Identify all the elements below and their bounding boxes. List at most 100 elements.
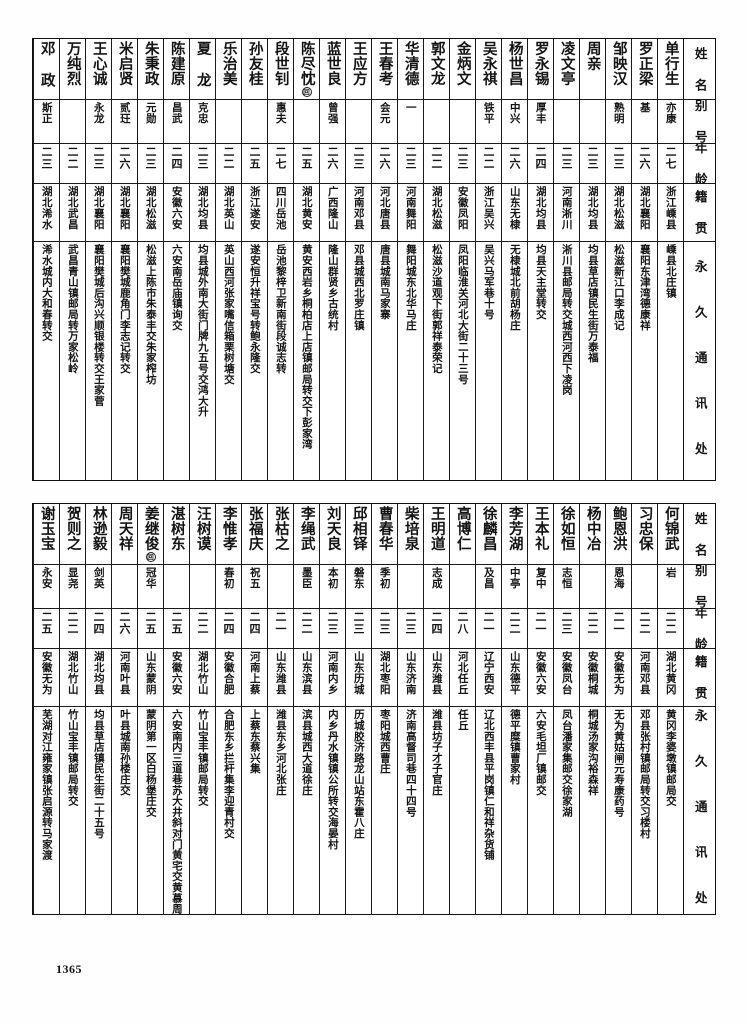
roster-entry-column[interactable]: 习忠保 二二 河南邓县 邓县张村镇邮局转交习楼村 bbox=[631, 504, 657, 914]
entry-origin-text: 河南邓县 bbox=[638, 651, 651, 695]
entry-name-cell: 汪树谟 bbox=[190, 504, 215, 564]
roster-entry-column[interactable]: 湛树东 二五 安徽六安 六安南内三道巷苏大井斜对门黄宅交黄慕周转 bbox=[163, 504, 189, 914]
entry-address-cell: 襄阳东津湾德康祥 bbox=[632, 241, 657, 480]
entry-address-cell: 邓县城西北罗庄镇 bbox=[346, 241, 371, 480]
entry-name-cell: 杨世昌 bbox=[502, 39, 527, 99]
roster-entry-column[interactable]: 王应方 二三 河南邓县 邓县城西北罗庄镇 bbox=[345, 39, 371, 480]
roster-entry-column[interactable]: 陈建原 昌武 二四 安徽六安 六安南岳庙镇询交 bbox=[163, 39, 189, 480]
roster-entry-column[interactable]: 乐治美 二二 湖北英山 英山西河张家嘴信箱栗树塘交 bbox=[215, 39, 241, 480]
roster-entry-column[interactable]: 鲍恩洪 恩海 二一 安徽无为 无为黄姑闸元寿康药号 bbox=[605, 504, 631, 914]
entry-origin-cell: 湖北松滋 bbox=[424, 183, 449, 241]
entry-name-wrap: 乐治美 bbox=[221, 41, 237, 86]
entry-name-text: 夏 龙 bbox=[194, 41, 211, 88]
entry-address-text: 舞阳城东北华马庄 bbox=[404, 244, 417, 331]
entry-name-cell: 习忠保 bbox=[632, 504, 657, 564]
roster-entry-column[interactable]: 朱秉政 元勋 二三 湖北松滋 松滋上陈市朱泰丰交朱家榨坊 bbox=[137, 39, 163, 480]
roster-entry-column[interactable]: 王春考 会元 二六 河北唐县 唐县城南马家寨 bbox=[371, 39, 397, 480]
entry-name-wrap: 邹映汉 bbox=[611, 41, 627, 86]
roster-entry-column[interactable]: 邱相铎 磐东 二三 山东历城 历城胶济路龙山站东霍八庄 bbox=[345, 504, 371, 914]
entry-name-text: 凌文亭 bbox=[558, 41, 575, 86]
roster-entry-column[interactable]: 孙友桂 二五 浙江遂安 遂安恒升祥宝号转鲍永隆交 bbox=[241, 39, 267, 480]
roster-entry-column[interactable]: 林逊毅 剑英 二四 湖北均县 均县草店镇民生街二十五号 bbox=[85, 504, 111, 914]
roster-entry-column[interactable]: 刘天良 本初 二三 河南内乡 内乡丹水镇镇公所转交海晏村 bbox=[319, 504, 345, 914]
roster-entry-column[interactable]: 段世钊 惠夫 二七 四川岳池 岳池黎梓卫新南街段诚志转 bbox=[267, 39, 293, 480]
entry-name-cell: 陈建原 bbox=[164, 39, 189, 99]
roster-entry-column[interactable]: 李绳武 墨臣 二二 山东滨县 滨县城西大道徐庄 bbox=[293, 504, 319, 914]
roster-entry-column[interactable]: 邹映汉 熟明 二三 湖北松滋 松滋新江口李成记 bbox=[605, 39, 631, 480]
roster-entry-column[interactable]: 陈尽忱回二五 湖北黄安 黄安西岩乡桐柏店上店镇邮局转交下彭家湾 bbox=[293, 39, 319, 480]
roster-entry-column[interactable]: 姜继俊回冠华 二五 山东蒙阴 蒙阴第一区白杨堡庄交 bbox=[137, 504, 163, 914]
entry-address-text: 淅川县邮局转交城西河西下凌岗 bbox=[560, 244, 573, 396]
entry-alias-text: 恩海 bbox=[612, 567, 625, 589]
entry-address-text: 芜湖对江雍家镇张启源转马家渡 bbox=[40, 709, 53, 861]
roster-entry-column[interactable]: 罗正梁基二六 湖北襄阳 襄阳东津湾德康祥 bbox=[631, 39, 657, 480]
roster-entry-column[interactable]: 张枯之 二一 山东潍县 潍县东乡河北张庄 bbox=[267, 504, 293, 914]
entry-age-cell: 二二 bbox=[476, 143, 501, 183]
roster-entry-column[interactable]: 罗永锡 厚丰 二四 湖北均县 均县天主堂转交 bbox=[527, 39, 553, 480]
entry-origin-cell: 河南上蔡 bbox=[242, 648, 267, 706]
roster-entry-column[interactable]: 华清德一二三 河南舞阳 舞阳城东北华马庄 bbox=[397, 39, 423, 480]
entry-origin-text: 山东德平 bbox=[508, 651, 521, 695]
roster-entry-column[interactable]: 王明道 志成 二四 山东潍县 潍县坊子才子官庄 bbox=[423, 504, 449, 914]
entry-address-cell: 芜湖对江雍家镇张启源转马家渡 bbox=[34, 706, 59, 914]
entry-age-text: 二二 bbox=[430, 146, 443, 170]
entry-origin-cell: 山东潍县 bbox=[268, 648, 293, 706]
roster-entry-column[interactable]: 高博仁 二八 河北任丘 任丘 bbox=[449, 504, 475, 914]
roster-entry-column[interactable]: 柴培泉 二三 山东济南 济南高督司巷四十四号 bbox=[397, 504, 423, 914]
roster-entry-column[interactable]: 杨世昌 中兴 二六 山东无棣 无棣城北前胡杨庄 bbox=[501, 39, 527, 480]
roster-entry-column[interactable]: 王心诚 永龙 二三 湖北襄阳 襄阳樊城后沟兴顺银楼转交王家菅 bbox=[85, 39, 111, 480]
entry-name-text: 刘天良 bbox=[324, 506, 341, 551]
entry-name-wrap: 朱秉政 bbox=[143, 41, 159, 86]
roster-entry-column[interactable]: 李惟孝 春初 二四 安徽合肥 合肥东乡拦杆集李迎青村交 bbox=[215, 504, 241, 914]
entry-age-cell: 二四 bbox=[424, 608, 449, 648]
entry-age-text: 二三 bbox=[352, 146, 365, 170]
entry-name-wrap: 蓝世良 bbox=[325, 41, 341, 86]
roster-entry-column[interactable]: 李芳湖 中亭 二二 山东德平 德平糜镇曹家村 bbox=[501, 504, 527, 914]
roster-entry-column[interactable]: 周天祥 二六 河南叶县 叶县城南孙楼庄交 bbox=[111, 504, 137, 914]
roster-entry-column[interactable]: 贺则之 显尧 二二 湖北竹山 竹山宝丰镇邮局转交 bbox=[59, 504, 85, 914]
entry-origin-cell: 安徽六安 bbox=[164, 648, 189, 706]
entry-address-text: 襄阳樊城鹿角门李志记转交 bbox=[118, 244, 131, 374]
entry-age-cell: 二二 bbox=[658, 608, 683, 648]
entry-address-cell: 松滋上陈市朱泰丰交朱家榨坊 bbox=[138, 241, 163, 480]
entry-age-cell: 二八 bbox=[450, 608, 475, 648]
field-label-age: 年 龄 bbox=[684, 608, 715, 648]
entry-age-text: 二八 bbox=[456, 611, 469, 635]
roster-entry-column[interactable]: 何锦武岩二二 湖北黄冈 黄冈李婆墩镇邮局交 bbox=[657, 504, 683, 914]
roster-entry-column[interactable]: 吴永祺 铁平 二二 浙江吴兴 吴兴马军巷十号 bbox=[475, 39, 501, 480]
entry-origin-text: 河南内乡 bbox=[326, 651, 339, 695]
entry-name-wrap: 湛树东 bbox=[169, 506, 185, 551]
entry-origin-text: 山东潍县 bbox=[430, 651, 443, 695]
roster-entry-column[interactable]: 汪树谟 二二 湖北竹山 竹山宝丰镇邮局转交 bbox=[189, 504, 215, 914]
entry-address-text: 邓县张村镇邮局转交习楼村 bbox=[638, 709, 651, 839]
roster-entry-column[interactable]: 徐麟昌 及昌 二一 辽宁西安 辽北西丰县平岗镇仁和祥杂货铺 bbox=[475, 504, 501, 914]
roster-entry-column[interactable]: 米启贤 贰玨 二六 湖北襄阳 襄阳樊城鹿角门李志记转交 bbox=[111, 39, 137, 480]
roster-entry-column[interactable]: 徐如恒 志恒 二三 安徽凤台 凤台潘家集邮交徐家湖 bbox=[553, 504, 579, 914]
roster-entry-column[interactable]: 夏 龙克忠 二三 湖北均县 均县城外南大街门牌九五号交鸿大升 bbox=[189, 39, 215, 480]
roster-entry-column[interactable]: 郭文龙 二二 湖北松滋 松滋沙道观下街郭祥泰荣记 bbox=[423, 39, 449, 480]
roster-entry-column[interactable]: 凌文亭 二三 河南淅川 淅川县邮局转交城西河西下凌岗 bbox=[553, 39, 579, 480]
roster-entry-column[interactable]: 金炳文 二三 安徽凤阳 凤阳临淮关河北大街二十三号 bbox=[449, 39, 475, 480]
entry-origin-cell: 河南舞阳 bbox=[398, 183, 423, 241]
entry-name-wrap: 刘天良 bbox=[324, 506, 341, 551]
entry-name-cell: 王春考 bbox=[372, 39, 397, 99]
roster-entry-column[interactable]: 单行生 亦康 二七 浙江嵊县 嵊县北庄镇 bbox=[657, 39, 683, 480]
roster-entry-column[interactable]: 谢玉宝 永安 二五 安徽无为 芜湖对江雍家镇张启源转马家渡 bbox=[33, 504, 59, 914]
entry-origin-text: 湖北黄冈 bbox=[664, 651, 677, 695]
entry-origin-cell: 河北唐县 bbox=[372, 183, 397, 241]
roster-entry-column[interactable]: 曹春华 季初 二三 湖北枣阳 枣阳城西曹庄 bbox=[371, 504, 397, 914]
entry-address-cell: 潍县东乡河北张庄 bbox=[268, 706, 293, 914]
roster-entry-column[interactable]: 邓 政斯正 二三 湖北浠水 浠水城内大和春转交 bbox=[33, 39, 59, 480]
roster-entry-column[interactable]: 杨中冶 二二 安徽桐城 桐城汤家沟裕森祥 bbox=[579, 504, 605, 914]
roster-entry-column[interactable]: 万纯烈 二二 湖北武昌 武昌青山镇邮局转万家松岭 bbox=[59, 39, 85, 480]
entry-name-cell: 华清德 bbox=[398, 39, 423, 99]
roster-entry-column[interactable]: 周亲 二三 湖北均县 均县草店镇民生街万泰福 bbox=[579, 39, 605, 480]
entry-address-cell: 蒙阴第一区白杨堡庄交 bbox=[138, 706, 163, 914]
entry-age-text: 二三 bbox=[404, 146, 417, 170]
entry-alias-cell: 中兴 bbox=[502, 99, 527, 143]
roster-entry-column[interactable]: 张福庆 祝五 二四 河南上蔡 上蔡东蔡兴集 bbox=[241, 504, 267, 914]
field-label-text: 永 久 通 讯 处 bbox=[692, 259, 708, 464]
roster-entry-column[interactable]: 蓝世良 曾强 二六 广西隆山 隆山群贤乡古统村 bbox=[319, 39, 345, 480]
entry-alias-cell bbox=[190, 564, 215, 608]
roster-entry-column[interactable]: 王本礼 复中 二一 安徽六安 六安毛坦厂镇邮交 bbox=[527, 504, 553, 914]
